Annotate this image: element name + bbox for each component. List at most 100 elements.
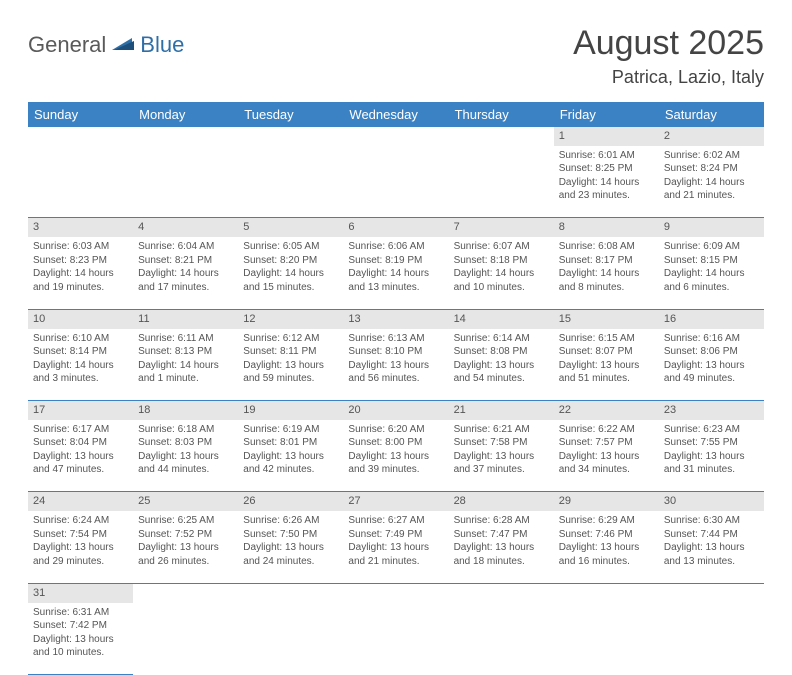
sunset-text: Sunset: 8:01 PM [243,436,338,450]
day-number [659,583,764,602]
daylight-text: and 26 minutes. [138,555,233,569]
daylight-text: Daylight: 14 hours [243,267,338,281]
day-cell: Sunrise: 6:22 AMSunset: 7:57 PMDaylight:… [554,420,659,492]
daylight-text: Daylight: 13 hours [243,450,338,464]
sunrise-text: Sunrise: 6:26 AM [243,514,338,528]
daylight-text: Daylight: 13 hours [664,359,759,373]
day-number: 26 [238,492,343,511]
sunrise-text: Sunrise: 6:05 AM [243,240,338,254]
content-row: Sunrise: 6:01 AMSunset: 8:25 PMDaylight:… [28,146,764,218]
daylight-text: Daylight: 13 hours [454,541,549,555]
day-number [133,127,238,146]
day-details: Sunrise: 6:17 AMSunset: 8:04 PMDaylight:… [33,423,128,477]
sunrise-text: Sunrise: 6:23 AM [664,423,759,437]
day-details: Sunrise: 6:25 AMSunset: 7:52 PMDaylight:… [138,514,233,568]
sunset-text: Sunset: 8:00 PM [348,436,443,450]
content-row: Sunrise: 6:24 AMSunset: 7:54 PMDaylight:… [28,511,764,583]
day-number: 28 [449,492,554,511]
day-number: 8 [554,218,659,237]
day-cell: Sunrise: 6:16 AMSunset: 8:06 PMDaylight:… [659,329,764,401]
sunset-text: Sunset: 8:04 PM [33,436,128,450]
daylight-text: and 56 minutes. [348,372,443,386]
day-cell [238,146,343,218]
day-number [554,583,659,602]
sunset-text: Sunset: 8:10 PM [348,345,443,359]
day-cell: Sunrise: 6:28 AMSunset: 7:47 PMDaylight:… [449,511,554,583]
day-number: 31 [28,583,133,602]
day-details: Sunrise: 6:26 AMSunset: 7:50 PMDaylight:… [243,514,338,568]
day-details: Sunrise: 6:27 AMSunset: 7:49 PMDaylight:… [348,514,443,568]
day-cell: Sunrise: 6:25 AMSunset: 7:52 PMDaylight:… [133,511,238,583]
daylight-text: Daylight: 14 hours [33,267,128,281]
day-number: 16 [659,309,764,328]
sunset-text: Sunset: 8:24 PM [664,162,759,176]
day-number [238,127,343,146]
sunrise-text: Sunrise: 6:27 AM [348,514,443,528]
day-number: 15 [554,309,659,328]
day-details: Sunrise: 6:19 AMSunset: 8:01 PMDaylight:… [243,423,338,477]
daylight-text: Daylight: 14 hours [664,267,759,281]
day-number: 13 [343,309,448,328]
daylight-text: and 13 minutes. [664,555,759,569]
day-details: Sunrise: 6:12 AMSunset: 8:11 PMDaylight:… [243,332,338,386]
day-number: 22 [554,401,659,420]
daylight-text: Daylight: 13 hours [664,541,759,555]
sunrise-text: Sunrise: 6:15 AM [559,332,654,346]
day-number: 21 [449,401,554,420]
daylight-text: and 51 minutes. [559,372,654,386]
daylight-text: Daylight: 13 hours [559,541,654,555]
sunrise-text: Sunrise: 6:29 AM [559,514,654,528]
day-details: Sunrise: 6:01 AMSunset: 8:25 PMDaylight:… [559,149,654,203]
day-cell: Sunrise: 6:12 AMSunset: 8:11 PMDaylight:… [238,329,343,401]
day-cell: Sunrise: 6:07 AMSunset: 8:18 PMDaylight:… [449,237,554,309]
sunrise-text: Sunrise: 6:28 AM [454,514,549,528]
sunset-text: Sunset: 8:21 PM [138,254,233,268]
sunset-text: Sunset: 7:52 PM [138,528,233,542]
sunset-text: Sunset: 7:44 PM [664,528,759,542]
sunset-text: Sunset: 8:07 PM [559,345,654,359]
day-cell [449,603,554,675]
sunrise-text: Sunrise: 6:09 AM [664,240,759,254]
daylight-text: and 34 minutes. [559,463,654,477]
sunrise-text: Sunrise: 6:11 AM [138,332,233,346]
day-number [28,127,133,146]
day-details: Sunrise: 6:03 AMSunset: 8:23 PMDaylight:… [33,240,128,294]
day-cell [343,146,448,218]
daylight-text: and 59 minutes. [243,372,338,386]
content-row: Sunrise: 6:10 AMSunset: 8:14 PMDaylight:… [28,329,764,401]
day-number [449,127,554,146]
daynum-row: 24252627282930 [28,492,764,511]
day-details: Sunrise: 6:02 AMSunset: 8:24 PMDaylight:… [664,149,759,203]
day-number: 29 [554,492,659,511]
sunset-text: Sunset: 8:15 PM [664,254,759,268]
sunrise-text: Sunrise: 6:06 AM [348,240,443,254]
sunrise-text: Sunrise: 6:12 AM [243,332,338,346]
sunset-text: Sunset: 7:58 PM [454,436,549,450]
daylight-text: Daylight: 13 hours [454,359,549,373]
content-row: Sunrise: 6:17 AMSunset: 8:04 PMDaylight:… [28,420,764,492]
day-cell: Sunrise: 6:06 AMSunset: 8:19 PMDaylight:… [343,237,448,309]
daylight-text: and 29 minutes. [33,555,128,569]
day-details: Sunrise: 6:14 AMSunset: 8:08 PMDaylight:… [454,332,549,386]
sunset-text: Sunset: 7:46 PM [559,528,654,542]
day-cell: Sunrise: 6:20 AMSunset: 8:00 PMDaylight:… [343,420,448,492]
day-details: Sunrise: 6:30 AMSunset: 7:44 PMDaylight:… [664,514,759,568]
daylight-text: Daylight: 14 hours [559,267,654,281]
daylight-text: and 39 minutes. [348,463,443,477]
day-cell [238,603,343,675]
sunrise-text: Sunrise: 6:08 AM [559,240,654,254]
daylight-text: Daylight: 14 hours [454,267,549,281]
daylight-text: Daylight: 13 hours [243,541,338,555]
day-details: Sunrise: 6:06 AMSunset: 8:19 PMDaylight:… [348,240,443,294]
day-cell: Sunrise: 6:11 AMSunset: 8:13 PMDaylight:… [133,329,238,401]
day-details: Sunrise: 6:13 AMSunset: 8:10 PMDaylight:… [348,332,443,386]
sunset-text: Sunset: 8:19 PM [348,254,443,268]
day-details: Sunrise: 6:20 AMSunset: 8:00 PMDaylight:… [348,423,443,477]
daylight-text: and 37 minutes. [454,463,549,477]
daynum-row: 12 [28,127,764,146]
weekday-header: Saturday [659,102,764,127]
day-details: Sunrise: 6:07 AMSunset: 8:18 PMDaylight:… [454,240,549,294]
day-details: Sunrise: 6:04 AMSunset: 8:21 PMDaylight:… [138,240,233,294]
daylight-text: and 1 minute. [138,372,233,386]
daylight-text: Daylight: 13 hours [33,541,128,555]
